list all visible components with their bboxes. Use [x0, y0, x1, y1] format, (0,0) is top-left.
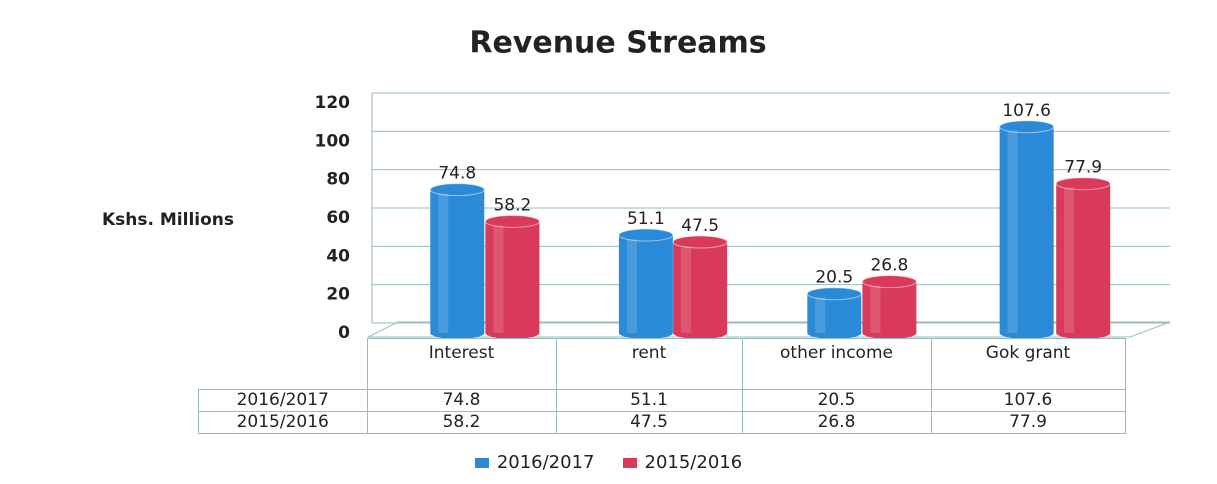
bar	[862, 281, 917, 339]
table-cell: 51.1	[555, 389, 743, 412]
bar-shine	[438, 193, 449, 333]
y-axis-label: Kshs. Millions	[102, 210, 234, 230]
bar-top	[806, 287, 862, 301]
y-tick-label: 20	[326, 285, 350, 305]
bar-shine	[815, 297, 826, 333]
chart-title: Revenue Streams	[469, 26, 766, 61]
table-row-label: 2016/2017	[198, 389, 368, 412]
bar-shine	[626, 239, 637, 333]
corner	[198, 338, 368, 390]
data-table: Interest rent other income Gok grant 2016/2…	[198, 338, 1126, 434]
data-label: 74.8	[438, 164, 476, 184]
bar	[999, 126, 1054, 340]
table-cell: 47.5	[555, 411, 743, 434]
y-tick-label: 60	[326, 208, 350, 228]
data-label: 107.6	[1002, 101, 1051, 121]
table-cell: 20.5	[741, 389, 932, 412]
bar-top	[672, 235, 728, 249]
data-label: 26.8	[870, 256, 908, 276]
bar-top	[861, 275, 917, 289]
bar-top	[484, 214, 540, 228]
y-tick-label: 0	[338, 323, 350, 343]
bar-top	[429, 183, 485, 197]
bar-top	[999, 120, 1055, 134]
bar-shine	[870, 285, 881, 333]
legend-label: 2015/2016	[644, 452, 743, 473]
bar	[618, 235, 673, 339]
y-tick-label: 100	[315, 131, 351, 151]
data-label: 47.5	[681, 216, 719, 236]
bar-shine	[493, 225, 504, 333]
bar-shine	[1064, 187, 1075, 333]
bar-top	[1055, 177, 1111, 191]
bar	[673, 241, 728, 339]
table-cell: 26.8	[741, 411, 932, 434]
legend-swatch	[474, 458, 489, 468]
y-tick-label: 40	[326, 246, 350, 266]
bar-shine	[1007, 130, 1018, 333]
data-label: 77.9	[1064, 158, 1102, 178]
x-tick-label: Gok grant	[930, 338, 1126, 390]
bar	[1056, 183, 1111, 339]
table-row-label: 2015/2016	[198, 411, 368, 434]
x-tick-label: other income	[741, 338, 932, 390]
bar	[807, 293, 862, 339]
table-cell: 74.8	[366, 389, 557, 412]
legend-swatch	[622, 458, 637, 468]
x-tick-label: Interest	[366, 338, 557, 390]
table-cell: 58.2	[366, 411, 557, 434]
data-label: 58.2	[493, 195, 531, 215]
legend-label: 2016/2017	[496, 452, 595, 473]
y-tick-label: 80	[326, 170, 350, 190]
bar-shine	[681, 245, 692, 333]
y-tick-label: 120	[315, 93, 351, 113]
bar	[430, 189, 485, 339]
data-label: 20.5	[815, 268, 853, 288]
table-cell: 107.6	[930, 389, 1126, 412]
table-cell: 77.9	[930, 411, 1126, 434]
legend-item: 2016/2017	[474, 452, 595, 473]
bar-top	[618, 228, 674, 242]
legend: 2016/2017 2015/2016	[0, 452, 1217, 473]
data-label: 51.1	[627, 209, 665, 229]
legend-item: 2015/2016	[622, 452, 743, 473]
bar	[485, 221, 540, 339]
x-tick-label: rent	[555, 338, 743, 390]
